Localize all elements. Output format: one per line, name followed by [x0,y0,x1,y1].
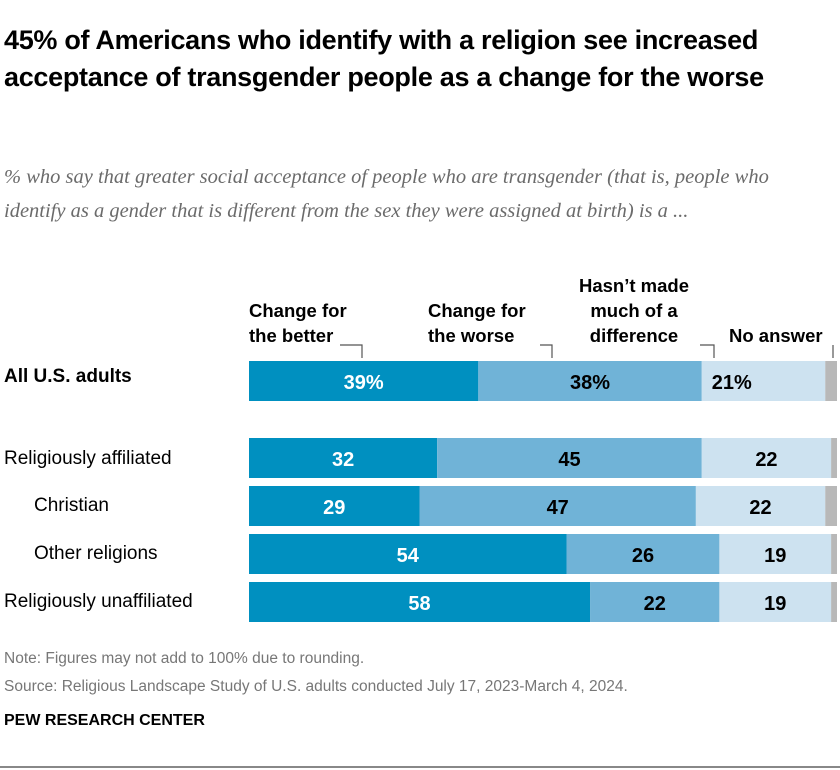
data-label: 38% [570,372,610,394]
data-label: 47 [547,497,569,519]
bar-segment [249,486,420,526]
data-label: 26 [632,545,654,567]
data-label: 39% [344,372,384,394]
legend-no-difference: Hasn’t made much of a difference [578,275,689,346]
chart-note: Note: Figures may not add to 100% due to… [4,650,365,667]
data-label: 19 [764,545,786,567]
row-label: Christian [34,495,109,516]
row-label: Religiously unaffiliated [4,591,193,612]
bar-segment [566,534,720,574]
bar-segment [825,361,837,401]
bar-segment [719,534,832,574]
row-label: All U.S. adults [4,366,132,387]
bar-segment [249,438,438,478]
data-label: 22 [644,593,666,615]
legend-leader-line [340,344,363,358]
data-label: 21% [712,372,752,394]
bar-segment [419,486,696,526]
bar-segment [825,486,837,526]
bar-segment [249,582,591,622]
data-label: 54 [397,545,420,567]
legend-leader-line [540,344,553,358]
data-label: 29 [323,497,345,519]
bar-segment [719,582,832,622]
row-label: Other religions [34,543,158,564]
bar-segment [831,438,837,478]
data-label: 22 [755,449,777,471]
chart-subtitle: % who say that greater social acceptance… [4,166,769,222]
row-label: Religiously affiliated [4,448,172,469]
legend-leader-line [700,344,715,358]
bar-segment [249,534,567,574]
chart-title: 45% of Americans who identify with a rel… [4,25,764,92]
chart-source: Source: Religious Landscape Study of U.S… [4,678,628,695]
data-label: 19 [764,593,786,615]
bar-segment [478,361,702,401]
data-label: 22 [749,497,771,519]
bar-segment [249,361,479,401]
bar-segment [437,438,702,478]
legend-no-answer: No answer [729,325,823,346]
bar-segment [590,582,720,622]
bar-segment [695,486,826,526]
bottom-divider [0,766,840,768]
brand-logo-text: PEW RESEARCH CENTER [4,712,205,729]
bar-segment [701,438,832,478]
data-label: 58 [408,593,430,615]
legend-worse: Change for the worse [428,300,526,346]
data-label: 45 [558,449,580,471]
bar-segment [701,361,826,401]
bar-segment [831,582,837,622]
legend-better: Change for the better [249,300,347,346]
bar-segment [831,534,837,574]
data-label: 32 [332,449,354,471]
